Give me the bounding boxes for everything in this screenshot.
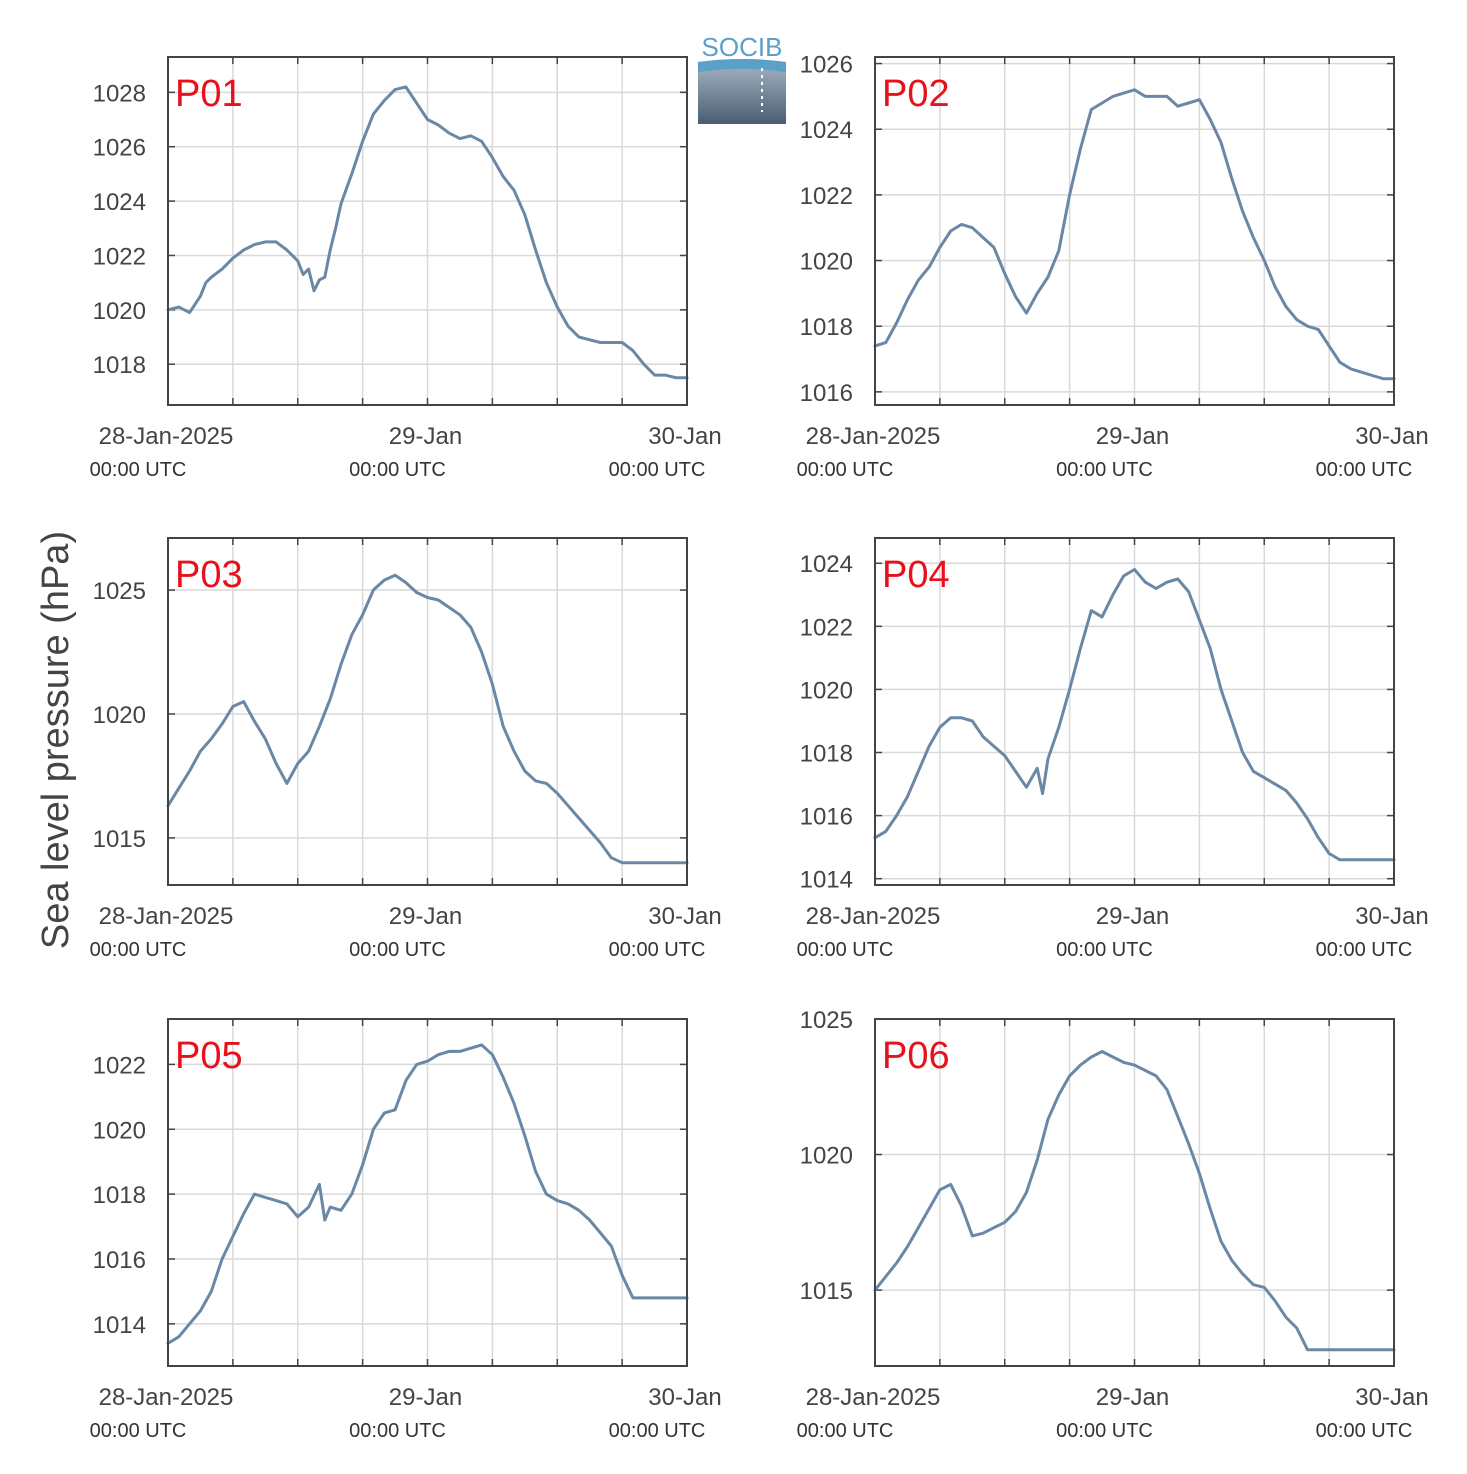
series-line-p05	[166, 1043, 689, 1345]
x-tick-label: 30-Jan	[1355, 1384, 1428, 1411]
y-tick-label: 1016	[800, 804, 853, 831]
y-tick-label: 1024	[93, 189, 146, 216]
series-line-p06	[873, 1050, 1396, 1352]
y-tick-label: 1018	[93, 1182, 146, 1209]
x-tick-sublabel: 00:00 UTC	[1056, 1420, 1153, 1442]
x-tick-sublabel: 00:00 UTC	[609, 1420, 706, 1442]
x-tick-sublabel: 00:00 UTC	[609, 459, 706, 481]
plot-frame	[874, 537, 1395, 886]
x-tick-sublabel: 00:00 UTC	[797, 459, 894, 481]
x-tick-sublabel: 00:00 UTC	[1316, 1420, 1413, 1442]
y-tick-label: 1024	[800, 117, 853, 144]
plot-frame	[874, 56, 1395, 406]
x-tick-sublabel: 00:00 UTC	[797, 1420, 894, 1442]
x-tick-label: 28-Jan-2025	[99, 423, 234, 450]
x-tick-label: 28-Jan-2025	[99, 903, 234, 930]
panel-p02: 1016 1018 1020 1022 1024 1026 28-Jan-2025 00:00…	[797, 52, 1429, 481]
x-tick-label: 30-Jan	[1355, 423, 1428, 450]
y-tick-label: 1022	[800, 614, 853, 641]
series-line-p02	[873, 88, 1396, 381]
y-tick-label: 1018	[93, 352, 146, 379]
y-tick-label: 1022	[93, 1052, 146, 1079]
x-tick-label: 29-Jan	[389, 903, 462, 930]
plot-frame	[874, 1018, 1395, 1367]
x-tick-sublabel: 00:00 UTC	[349, 459, 446, 481]
y-tick-label: 1020	[800, 1143, 853, 1170]
y-tick-label: 1026	[93, 135, 146, 162]
x-tick-sublabel: 00:00 UTC	[1316, 939, 1413, 961]
y-tick-label: 1014	[800, 867, 853, 894]
socib-logo: SOCIB	[698, 32, 786, 124]
panel-p06: 1015 1020 1025 28-Jan-2025 00:00 UTC 29-Jan 00…	[797, 1007, 1429, 1442]
plot-frame	[167, 537, 688, 886]
y-tick-label: 1025	[93, 578, 146, 605]
panel-p05: 1014 1016 1018 1020 1022 28-Jan-2025 00:00 UTC…	[90, 1018, 722, 1442]
panel-p03: 1015 1020 1025 28-Jan-2025 00:00 UTC 29-Jan 00…	[90, 537, 722, 961]
y-tick-label: 1016	[93, 1247, 146, 1274]
y-tick-label: 1016	[800, 380, 853, 407]
plot-frame	[167, 1018, 688, 1367]
y-tick-label: 1018	[800, 741, 853, 768]
x-tick-sublabel: 00:00 UTC	[90, 1420, 187, 1442]
y-tick-label: 1028	[93, 80, 146, 107]
x-tick-label: 30-Jan	[648, 1384, 721, 1411]
y-tick-label: 1022	[93, 243, 146, 270]
x-tick-sublabel: 00:00 UTC	[797, 939, 894, 961]
y-tick-label: 1025	[800, 1007, 853, 1034]
y-tick-label: 1020	[93, 298, 146, 325]
x-tick-label: 30-Jan	[1355, 903, 1428, 930]
panel-label: P02	[882, 73, 950, 115]
x-tick-label: 29-Jan	[389, 1384, 462, 1411]
x-tick-sublabel: 00:00 UTC	[1056, 939, 1153, 961]
x-tick-sublabel: 00:00 UTC	[1056, 459, 1153, 481]
panel-label: P01	[175, 73, 243, 115]
y-tick-label: 1020	[93, 1117, 146, 1144]
x-tick-sublabel: 00:00 UTC	[1316, 459, 1413, 481]
y-tick-label: 1026	[800, 52, 853, 79]
x-tick-label: 30-Jan	[648, 903, 721, 930]
series-line-p04	[873, 568, 1396, 862]
logo-text: SOCIB	[702, 32, 783, 62]
x-tick-label: 28-Jan-2025	[806, 423, 941, 450]
x-tick-label: 29-Jan	[1096, 903, 1169, 930]
panel-label: P05	[175, 1035, 243, 1077]
y-tick-label: 1015	[800, 1278, 853, 1305]
x-tick-sublabel: 00:00 UTC	[349, 939, 446, 961]
y-tick-label: 1022	[800, 183, 853, 210]
y-tick-label: 1015	[93, 826, 146, 853]
x-tick-sublabel: 00:00 UTC	[349, 1420, 446, 1442]
x-tick-label: 29-Jan	[1096, 1384, 1169, 1411]
x-tick-sublabel: 00:00 UTC	[609, 939, 706, 961]
x-tick-label: 29-Jan	[389, 423, 462, 450]
x-tick-label: 28-Jan-2025	[99, 1384, 234, 1411]
panel-p04: 1014 1016 1018 1020 1022 1024 28-Jan-2025 00:00…	[797, 537, 1429, 961]
y-tick-label: 1020	[800, 249, 853, 276]
x-tick-sublabel: 00:00 UTC	[90, 459, 187, 481]
y-tick-label: 1020	[93, 702, 146, 729]
plot-frame	[167, 56, 688, 406]
panel-label: P06	[882, 1035, 950, 1077]
y-tick-label: 1014	[93, 1312, 146, 1339]
panel-label: P03	[175, 554, 243, 596]
y-tick-label: 1018	[800, 314, 853, 341]
x-tick-label: 28-Jan-2025	[806, 1384, 941, 1411]
x-tick-label: 29-Jan	[1096, 423, 1169, 450]
y-tick-label: 1024	[800, 551, 853, 578]
y-axis-label: Sea level pressure (hPa)	[35, 531, 77, 949]
x-tick-label: 28-Jan-2025	[806, 903, 941, 930]
series-line-p03	[166, 573, 689, 865]
panel-label: P04	[882, 554, 950, 596]
panel-p01: 1018 1020 1022 1024 1026 1028 28-Jan-2025 00:00…	[90, 56, 722, 481]
series-line-p01	[166, 85, 689, 380]
y-tick-label: 1020	[800, 677, 853, 704]
x-tick-sublabel: 00:00 UTC	[90, 939, 187, 961]
x-tick-label: 30-Jan	[648, 423, 721, 450]
